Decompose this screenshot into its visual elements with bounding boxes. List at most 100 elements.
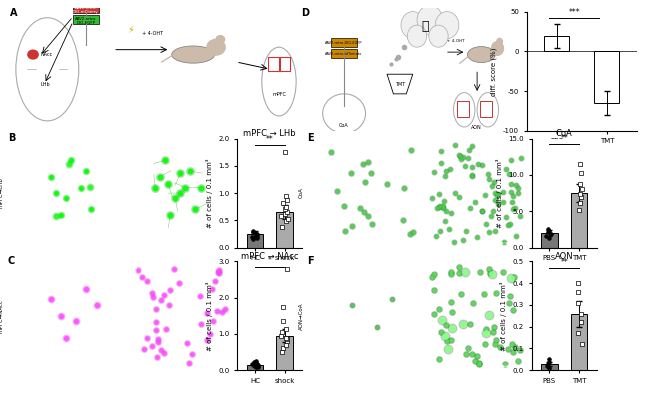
- Point: [142, 278, 153, 284]
- Point: [493, 190, 504, 197]
- Point: [176, 170, 186, 177]
- Point: [481, 330, 491, 337]
- Point: [86, 206, 97, 213]
- Point: [510, 204, 520, 211]
- Point: [148, 293, 158, 300]
- Point: [476, 208, 487, 214]
- Point: [480, 341, 490, 347]
- Point: [332, 187, 342, 194]
- Point: [463, 155, 473, 162]
- Point: [502, 345, 513, 352]
- Point: [439, 173, 450, 179]
- Point: [481, 326, 491, 332]
- Bar: [571, 193, 587, 248]
- Point: [500, 360, 510, 367]
- Point: [463, 155, 473, 162]
- Point: [506, 274, 517, 281]
- Point: [152, 354, 162, 360]
- Point: [454, 153, 465, 159]
- Point: [498, 268, 508, 275]
- Circle shape: [497, 38, 502, 45]
- Point: [439, 198, 450, 204]
- Point: [136, 274, 147, 280]
- Point: [487, 183, 497, 189]
- Point: [428, 270, 439, 277]
- Text: DIO-EGFP: DIO-EGFP: [77, 21, 96, 25]
- Point: [180, 185, 190, 191]
- Point: [165, 286, 176, 293]
- Point: [445, 209, 456, 216]
- Point: [213, 269, 224, 276]
- Point: [276, 333, 287, 339]
- Point: [508, 206, 518, 212]
- Point: [467, 351, 477, 358]
- Point: [573, 330, 584, 336]
- Point: [148, 293, 158, 300]
- Point: [366, 169, 376, 176]
- Point: [501, 166, 512, 172]
- Point: [447, 308, 457, 315]
- Point: [465, 321, 475, 327]
- Point: [81, 168, 92, 174]
- Point: [372, 324, 382, 330]
- Point: [399, 185, 410, 191]
- Y-axis label: # of cells / 0.1 mm³: # of cells / 0.1 mm³: [206, 158, 213, 228]
- Text: D: D: [301, 8, 309, 18]
- Point: [251, 360, 261, 366]
- Point: [431, 232, 441, 239]
- Point: [174, 280, 184, 286]
- Point: [439, 198, 450, 204]
- Bar: [73, 4, 99, 13]
- Point: [248, 236, 258, 242]
- Point: [467, 171, 478, 178]
- Point: [347, 302, 358, 308]
- Point: [454, 151, 464, 158]
- Point: [446, 337, 456, 343]
- Point: [486, 213, 496, 219]
- Bar: [571, 314, 587, 370]
- Point: [363, 159, 373, 165]
- Y-axis label: # of cells / 0.1 mm³: # of cells / 0.1 mm³: [206, 281, 213, 350]
- Point: [332, 187, 342, 194]
- Y-axis label: # of cells / 0.1 mm³: # of cells / 0.1 mm³: [500, 281, 507, 350]
- Point: [460, 162, 470, 169]
- Point: [489, 179, 499, 185]
- Point: [214, 267, 224, 273]
- Point: [51, 190, 61, 196]
- Point: [76, 185, 86, 191]
- Point: [501, 213, 512, 220]
- Point: [164, 301, 174, 308]
- Point: [46, 173, 57, 180]
- Point: [253, 362, 263, 368]
- Point: [220, 306, 231, 312]
- Point: [508, 348, 518, 355]
- Point: [506, 181, 516, 187]
- Point: [481, 330, 491, 337]
- Point: [163, 181, 174, 187]
- Point: [456, 156, 466, 162]
- Point: [181, 340, 192, 346]
- Point: [56, 313, 66, 319]
- Point: [406, 147, 417, 153]
- Point: [458, 321, 469, 327]
- Point: [363, 159, 373, 165]
- Point: [449, 239, 460, 245]
- Point: [447, 299, 457, 305]
- Point: [153, 339, 163, 345]
- Point: [399, 185, 410, 191]
- Point: [543, 225, 553, 232]
- Point: [85, 183, 96, 190]
- Point: [576, 194, 586, 200]
- Point: [408, 228, 418, 235]
- Text: shock: shock: [133, 144, 153, 150]
- Point: [71, 318, 82, 324]
- Point: [169, 266, 179, 272]
- Point: [460, 269, 471, 276]
- Point: [276, 224, 287, 230]
- Circle shape: [216, 36, 225, 43]
- Point: [150, 306, 161, 312]
- Point: [515, 155, 526, 161]
- Point: [161, 326, 171, 332]
- Point: [202, 310, 212, 316]
- Point: [246, 360, 257, 367]
